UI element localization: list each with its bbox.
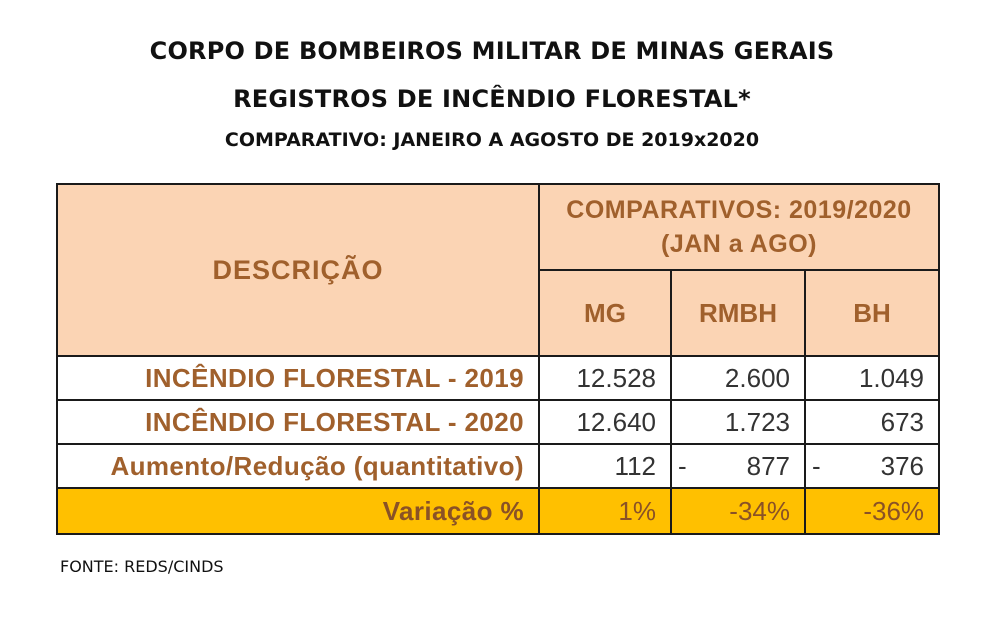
- cell-mg-change: 112: [538, 443, 672, 489]
- cell-rmbh-variation: -34%: [670, 487, 806, 535]
- table-row: INCÊNDIO FLORESTAL - 2020 12.640 1.723 6…: [56, 399, 941, 445]
- row-label-2020: INCÊNDIO FLORESTAL - 2020: [56, 399, 540, 445]
- table-row: INCÊNDIO FLORESTAL - 2019 12.528 2.600 1…: [56, 355, 941, 401]
- cell-bh-2019: 1.049: [803, 355, 941, 401]
- value-bh-change: 376: [880, 450, 925, 481]
- cell-bh-2020: 673: [803, 399, 941, 445]
- header-comparison-months: (JAN a AGO): [661, 230, 817, 258]
- source-note: FONTE: REDS/CINDS: [60, 557, 224, 576]
- table-row: Aumento/Redução (quantitativo) 112 - 877…: [56, 443, 941, 489]
- cell-rmbh-2020: 1.723: [670, 399, 806, 445]
- header-col-rmbh: RMBH: [670, 269, 806, 357]
- cell-bh-change: - 376: [803, 443, 941, 489]
- table-header-row-1: DESCRIÇÃO COMPARATIVOS: 2019/2020 (JAN a…: [56, 183, 941, 357]
- cell-mg-2019: 12.528: [538, 355, 672, 401]
- table-header-row-2: MG RMBH BH: [57, 269, 941, 357]
- cell-rmbh-change: - 877: [670, 443, 806, 489]
- value-mg-change: 112: [614, 450, 656, 481]
- report-title-subject: REGISTROS DE INCÊNDIO FLORESTAL*: [233, 85, 751, 113]
- table-row-variation: Variação % 1% -34% -36%: [56, 487, 941, 535]
- row-label-variation: Variação %: [56, 487, 540, 535]
- header-col-mg: MG: [538, 269, 672, 357]
- report-subtitle-period: COMPARATIVO: JANEIRO A AGOSTO DE 2019x20…: [224, 129, 760, 151]
- faint-background-echo: [70, 592, 940, 621]
- cell-mg-2020: 12.640: [538, 399, 672, 445]
- header-description: DESCRIÇÃO: [56, 183, 540, 357]
- fire-records-table: DESCRIÇÃO COMPARATIVOS: 2019/2020 (JAN a…: [56, 183, 941, 535]
- header-col-bh: BH: [803, 269, 941, 357]
- cell-rmbh-2019: 2.600: [670, 355, 806, 401]
- row-label-change: Aumento/Redução (quantitativo): [56, 443, 540, 489]
- header-comparison-years: COMPARATIVOS: 2019/2020: [566, 196, 912, 224]
- row-label-2019: INCÊNDIO FLORESTAL - 2019: [56, 355, 540, 401]
- value-rmbh-change: 877: [746, 450, 790, 481]
- sign-rmbh-change: -: [678, 450, 687, 481]
- header-comparison-group: COMPARATIVOS: 2019/2020 (JAN a AGO): [537, 183, 941, 271]
- cell-mg-variation: 1%: [538, 487, 672, 535]
- sign-bh-change: -: [812, 450, 821, 481]
- report-title-organization: CORPO DE BOMBEIROS MILITAR DE MINAS GERA…: [149, 37, 835, 65]
- cell-bh-variation: -36%: [803, 487, 941, 535]
